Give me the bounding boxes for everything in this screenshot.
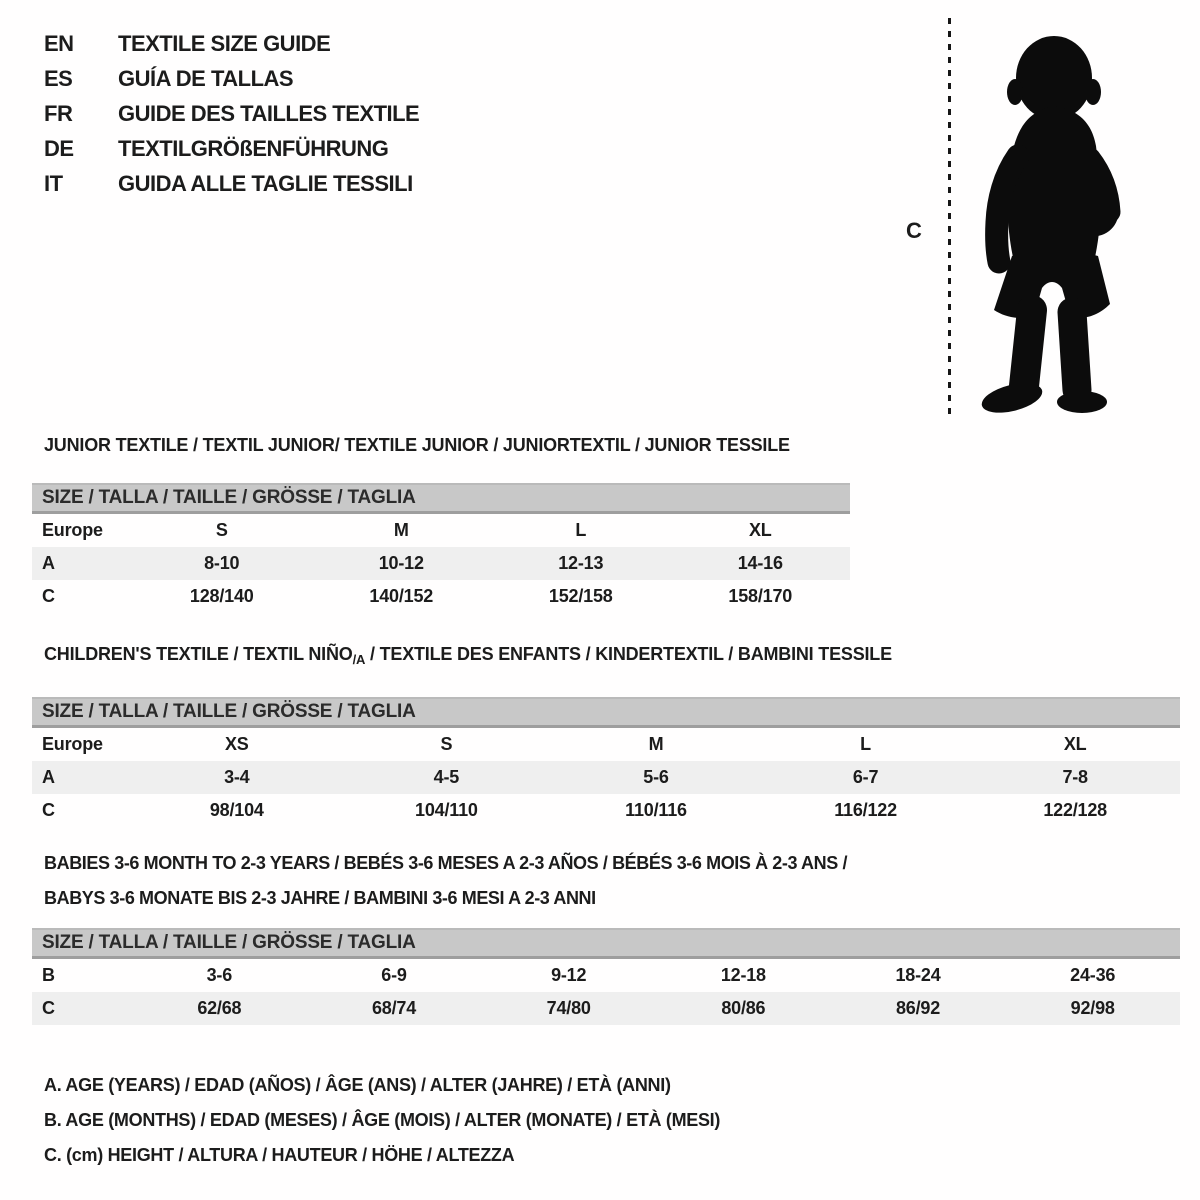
age-cell: 5-6: [643, 767, 669, 787]
months-cell: 24-36: [1070, 965, 1116, 985]
row-label: C: [42, 998, 55, 1018]
measure-legend: A. AGE (YEARS) / EDAD (AÑOS) / ÂGE (ANS)…: [44, 1068, 720, 1173]
language-title-list: EN TEXTILE SIZE GUIDE ES GUÍA DE TALLAS …: [44, 26, 420, 201]
height-cell: 128/140: [189, 586, 254, 606]
row-label: Europe: [42, 734, 103, 754]
guide-title: GUÍA DE TALLAS: [118, 65, 294, 91]
language-code: EN: [44, 30, 74, 56]
age-cell: 4-5: [433, 767, 460, 787]
section-title-babies-line2: BABYS 3-6 MONATE BIS 2-3 JAHRE / BAMBINI…: [44, 888, 596, 908]
height-cell: 98/104: [209, 800, 264, 820]
guide-title: TEXTILGRÖßENFÜHRUNG: [118, 135, 389, 161]
children-textile-section: CHILDREN'S TEXTILE / TEXTIL NIÑO/A / TEX…: [32, 643, 1180, 827]
legend-line-b: B. AGE (MONTHS) / EDAD (MESES) / ÂGE (MO…: [44, 1110, 721, 1130]
size-cell: L: [575, 520, 587, 540]
table-row-height: C 98/104 104/110 110/116 116/122 122/128: [32, 794, 1180, 827]
legend-line-a: A. AGE (YEARS) / EDAD (AÑOS) / ÂGE (ANS)…: [44, 1075, 671, 1095]
height-cell: 104/110: [415, 800, 478, 820]
table-row-age: A 8-10 10-12 12-13 14-16: [32, 547, 850, 580]
height-measure-label: C: [906, 218, 922, 243]
age-cell: 12-13: [558, 553, 604, 573]
legend-line-c: C. (cm) HEIGHT / ALTURA / HAUTEUR / HÖHE…: [44, 1145, 515, 1165]
title-part: / TEXTILE DES ENFANTS / KINDERTEXTIL / B…: [365, 644, 892, 664]
height-cell: 92/98: [1070, 998, 1115, 1018]
language-row: FR GUIDE DES TAILLES TEXTILE: [44, 96, 420, 131]
size-cell: XS: [224, 734, 249, 754]
size-header-bar: SIZE / TALLA / TAILLE / GRÖSSE / TAGLIA: [32, 928, 1180, 959]
language-code: ES: [44, 65, 73, 91]
height-cell: 86/92: [896, 998, 941, 1018]
height-cell: 110/116: [625, 800, 687, 820]
height-cell: 62/68: [197, 998, 242, 1018]
age-cell: 14-16: [737, 553, 783, 573]
guide-title: GUIDA ALLE TAGLIE TESSILI: [118, 170, 413, 196]
language-row: DE TEXTILGRÖßENFÜHRUNG: [44, 131, 419, 166]
table-row-height: C 128/140 140/152 152/158 158/170: [32, 580, 850, 613]
size-header-bar: SIZE / TALLA / TAILLE / GRÖSSE / TAGLIA: [32, 697, 1180, 728]
size-cell: S: [215, 520, 228, 540]
title-part-sub: /A: [352, 652, 366, 667]
height-cell: 116/122: [834, 800, 897, 820]
age-cell: 10-12: [378, 553, 424, 573]
row-label: C: [42, 586, 55, 606]
height-cell: 80/86: [721, 998, 766, 1018]
height-cell: 152/158: [548, 586, 613, 606]
table-row-months: B 3-6 6-9 9-12 12-18 18-24 24-36: [32, 959, 1180, 992]
height-measure-dashed-line: [948, 18, 951, 418]
age-cell: 3-4: [224, 767, 250, 787]
row-label: A: [42, 767, 55, 787]
language-code: DE: [44, 135, 74, 161]
height-cell: 122/128: [1043, 800, 1107, 820]
row-label: A: [42, 553, 55, 573]
months-cell: 12-18: [720, 965, 766, 985]
size-cell: XL: [748, 520, 772, 540]
language-row: ES GUÍA DE TALLAS: [44, 61, 419, 96]
size-cell: XL: [1063, 734, 1087, 754]
title-part: CHILDREN'S TEXTILE / TEXTIL NIÑO: [44, 644, 353, 664]
language-row: IT GUIDA ALLE TAGLIE TESSILI: [44, 166, 419, 201]
language-row: EN TEXTILE SIZE GUIDE: [44, 26, 419, 61]
height-cell: 140/152: [369, 586, 434, 606]
table-row-europe: Europe S M L XL: [32, 514, 850, 547]
language-code: FR: [44, 100, 73, 126]
size-cell: M: [648, 734, 664, 754]
age-cell: 6-7: [852, 767, 879, 787]
babies-textile-section: BABIES 3-6 MONTH TO 2-3 YEARS / BEBÉS 3-…: [32, 846, 1180, 1025]
guide-title: TEXTILE SIZE GUIDE: [118, 30, 331, 56]
size-cell: M: [393, 520, 409, 540]
guide-title: GUIDE DES TAILLES TEXTILE: [118, 100, 420, 126]
size-cell: L: [860, 734, 871, 754]
table-row-age: A 3-4 4-5 5-6 6-7 7-8: [32, 761, 1180, 794]
size-cell: S: [440, 734, 453, 754]
size-header-bar: SIZE / TALLA / TAILLE / GRÖSSE / TAGLIA: [32, 483, 850, 514]
age-cell: 8-10: [204, 553, 240, 573]
height-cell: 74/80: [546, 998, 591, 1018]
months-cell: 9-12: [551, 965, 587, 985]
table-row-europe: Europe XS S M L XL: [32, 728, 1180, 761]
row-label: C: [42, 800, 55, 820]
section-title-junior: JUNIOR TEXTILE / TEXTIL JUNIOR/ TEXTILE …: [44, 435, 790, 455]
months-cell: 18-24: [895, 965, 941, 985]
toddler-silhouette-icon: [981, 36, 1121, 413]
height-cell: 158/170: [728, 586, 793, 606]
months-cell: 6-9: [381, 965, 407, 985]
row-label: B: [42, 965, 55, 985]
section-title-babies-line1: BABIES 3-6 MONTH TO 2-3 YEARS / BEBÉS 3-…: [44, 853, 848, 873]
age-cell: 7-8: [1062, 767, 1088, 787]
row-label: Europe: [42, 520, 103, 540]
language-code: IT: [44, 170, 63, 196]
table-row-height: C 62/68 68/74 74/80 80/86 86/92 92/98: [32, 992, 1180, 1025]
height-cell: 68/74: [371, 998, 417, 1018]
months-cell: 3-6: [206, 965, 233, 985]
junior-textile-section: JUNIOR TEXTILE / TEXTIL JUNIOR/ TEXTILE …: [32, 434, 850, 613]
section-title-children: CHILDREN'S TEXTILE / TEXTIL NIÑO/A / TEX…: [32, 643, 1180, 671]
